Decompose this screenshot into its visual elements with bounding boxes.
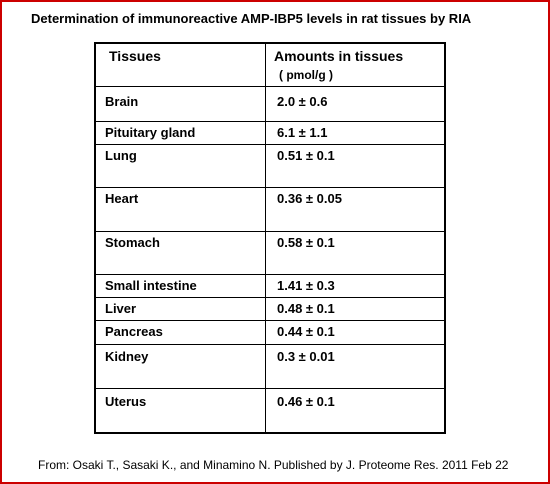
tissue-amount: 2.0 ± 0.6 [277,94,328,109]
tissue-table: Tissues Amounts in tissues ( pmol/g ) Br… [94,42,446,434]
table-row: Stomach 0.58 ± 0.1 [96,231,444,274]
table-row: Kidney 0.3 ± 0.01 [96,344,444,388]
tissue-amount: 1.41 ± 0.3 [277,278,335,293]
tissue-name: Kidney [105,349,149,364]
source-citation: From: Osaki T., Sasaki K., and Minamino … [38,458,509,472]
table-row: Liver 0.48 ± 0.1 [96,297,444,320]
tissue-name: Uterus [105,394,147,409]
page-title: Determination of immunoreactive AMP-IBP5… [31,11,472,26]
tissue-amount: 0.36 ± 0.05 [277,191,342,206]
tissue-name: Pituitary gland [105,125,196,140]
tissue-amount: 0.46 ± 0.1 [277,394,335,409]
tissue-name: Brain [105,94,139,109]
tissue-name: Heart [105,191,139,206]
tissue-amount: 0.51 ± 0.1 [277,148,335,163]
tissue-amount: 0.3 ± 0.01 [277,349,335,364]
tissue-name: Liver [105,301,137,316]
tissue-name: Lung [105,148,137,163]
tissue-amount: 6.1 ± 1.1 [277,125,328,140]
table-row: Uterus 0.46 ± 0.1 [96,388,444,432]
tissue-amount: 0.58 ± 0.1 [277,235,335,250]
tissue-amount: 0.48 ± 0.1 [277,301,335,316]
tissue-name: Pancreas [105,324,163,339]
table-row: Heart 0.36 ± 0.05 [96,187,444,231]
table-row: Small intestine 1.41 ± 0.3 [96,274,444,297]
header-amounts: Amounts in tissues [274,48,404,64]
table-header-row: Tissues Amounts in tissues ( pmol/g ) [96,44,444,86]
table-row: Brain 2.0 ± 0.6 [96,86,444,121]
header-unit: ( pmol/g ) [279,68,333,82]
table-row: Lung 0.51 ± 0.1 [96,144,444,187]
table-row: Pancreas 0.44 ± 0.1 [96,320,444,344]
table-row: Pituitary gland 6.1 ± 1.1 [96,121,444,144]
column-divider [265,44,266,432]
tissue-amount: 0.44 ± 0.1 [277,324,335,339]
tissue-name: Small intestine [105,278,197,293]
header-tissues: Tissues [109,48,161,64]
tissue-name: Stomach [105,235,160,250]
